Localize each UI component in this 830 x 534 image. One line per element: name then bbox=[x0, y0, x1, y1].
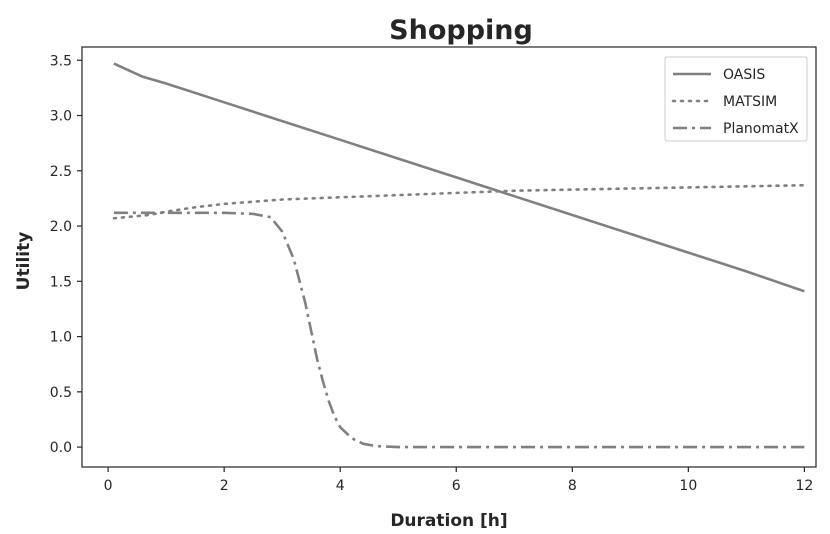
x-tick-label: 0 bbox=[104, 478, 113, 494]
y-tick-label: 1.5 bbox=[50, 274, 72, 290]
series-layer bbox=[112, 62, 806, 449]
legend-label-matsim: MATSIM bbox=[723, 94, 777, 110]
x-tick-label: 2 bbox=[220, 478, 229, 494]
y-tick-label: 3.0 bbox=[50, 109, 72, 125]
legend-box bbox=[664, 56, 808, 142]
y-tick-label: 0.0 bbox=[50, 440, 72, 456]
y-tick-label: 0.5 bbox=[50, 385, 72, 401]
axis-ticks: 0 2 4 6 8 10 12 0.0 0.5 1.0 1.5 2.0 2.5 3.0 3.5 bbox=[50, 53, 814, 494]
y-tick-label: 3.5 bbox=[50, 53, 72, 69]
y-tick-label: 2.5 bbox=[50, 164, 72, 180]
x-tick-label: 8 bbox=[568, 478, 577, 494]
series-line-matsim bbox=[112, 183, 806, 220]
chart-title: Shopping bbox=[389, 15, 533, 46]
legend-label-oasis: OASIS bbox=[723, 67, 765, 83]
y-axis-label: Utility bbox=[14, 232, 34, 291]
legend-label-planomatx: PlanomatX bbox=[723, 121, 799, 137]
x-tick-label: 12 bbox=[795, 478, 813, 494]
series-line-planomatx bbox=[113, 211, 805, 449]
y-tick-label: 1.0 bbox=[50, 330, 72, 346]
series-line-oasis bbox=[113, 62, 805, 293]
x-axis-label: Duration [h] bbox=[390, 511, 507, 531]
legend: OASIS MATSIM PlanomatX bbox=[664, 56, 808, 142]
x-tick-label: 4 bbox=[336, 478, 345, 494]
x-tick-label: 6 bbox=[452, 478, 461, 494]
x-tick-label: 10 bbox=[679, 478, 697, 494]
y-tick-label: 2.0 bbox=[50, 219, 72, 235]
